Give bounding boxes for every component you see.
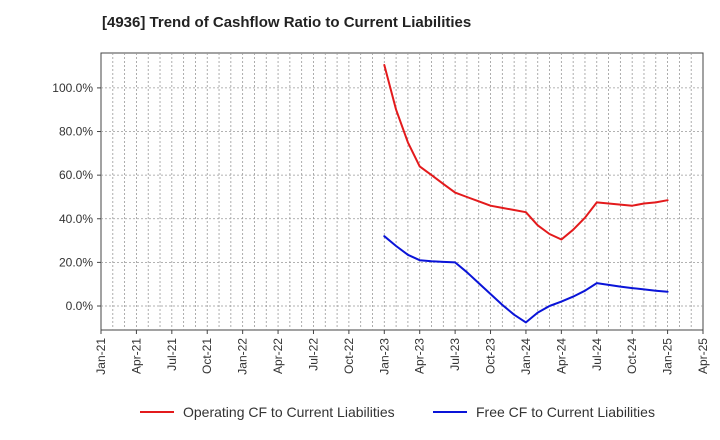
x-tick-label: Jan-23 [377, 338, 391, 375]
x-tick-label: Apr-22 [271, 338, 285, 374]
legend-swatch-free-cf [433, 411, 467, 413]
y-tick-label: 20.0% [59, 255, 93, 269]
x-tick-label: Oct-23 [484, 338, 498, 374]
x-tick-label: Jan-21 [94, 338, 108, 375]
x-tick-label: Jul-22 [306, 338, 320, 371]
series-line-free-cf [383, 235, 669, 324]
legend: Operating CF to Current Liabilities Free… [0, 404, 720, 426]
legend-item-operating-cf: Operating CF to Current Liabilities [140, 404, 395, 420]
chart-title: [4936] Trend of Cashflow Ratio to Curren… [102, 14, 472, 31]
x-tick-label: Apr-24 [554, 338, 568, 374]
x-tick-label: Jul-24 [590, 338, 604, 371]
x-tick-label: Jan-24 [519, 338, 533, 375]
legend-label-free-cf: Free CF to Current Liabilities [476, 404, 655, 420]
y-tick-label: 0.0% [66, 299, 94, 313]
y-tick-label: 80.0% [59, 125, 93, 139]
x-tick-label: Jul-23 [448, 338, 462, 371]
legend-item-free-cf: Free CF to Current Liabilities [433, 404, 655, 420]
x-tick-label: Jul-21 [165, 338, 179, 371]
legend-swatch-operating-cf [140, 411, 174, 413]
x-tick-label: Apr-23 [413, 338, 427, 374]
y-tick-label: 100.0% [52, 81, 93, 95]
x-tick-label: Apr-25 [696, 338, 710, 374]
y-tick-label: 40.0% [59, 212, 93, 226]
x-tick-label: Jan-22 [236, 338, 250, 375]
series-line-operating-cf [383, 64, 669, 241]
x-tick-label: Jan-25 [661, 338, 675, 375]
x-tick-label: Oct-22 [342, 338, 356, 374]
x-tick-label: Apr-21 [129, 338, 143, 374]
y-tick-label: 60.0% [59, 168, 93, 182]
plot-area [100, 52, 704, 331]
x-tick-label: Oct-21 [200, 338, 214, 374]
legend-label-operating-cf: Operating CF to Current Liabilities [183, 404, 395, 420]
x-tick-label: Oct-24 [625, 338, 639, 374]
